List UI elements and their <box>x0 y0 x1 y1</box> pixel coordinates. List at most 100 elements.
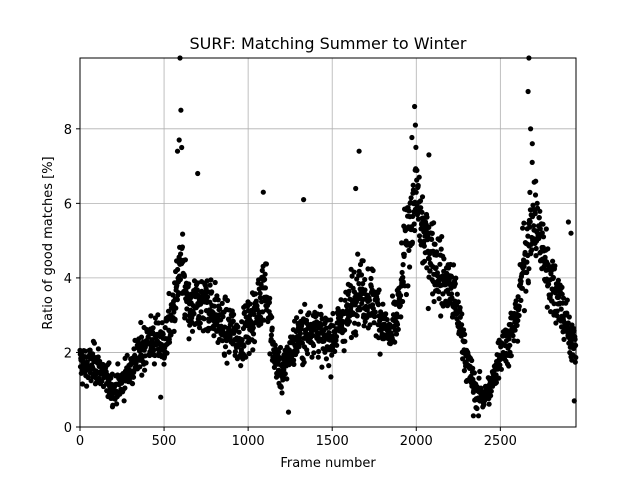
data-point <box>415 182 421 189</box>
data-point <box>262 271 268 277</box>
data-point <box>267 295 273 301</box>
data-point <box>515 338 521 344</box>
data-point <box>168 332 174 338</box>
outlier-point <box>176 137 182 143</box>
data-point <box>251 339 258 345</box>
data-point <box>84 383 90 389</box>
data-point <box>544 304 550 310</box>
data-point <box>121 398 127 404</box>
data-point <box>82 348 88 354</box>
data-point <box>516 312 522 319</box>
data-point <box>375 302 381 308</box>
data-point <box>366 297 373 303</box>
data-point <box>515 317 521 324</box>
data-point <box>496 375 502 381</box>
data-point <box>162 325 168 331</box>
data-point <box>552 263 558 269</box>
data-point <box>376 287 382 293</box>
data-point <box>437 261 443 267</box>
data-point <box>399 240 405 246</box>
data-point <box>155 312 161 318</box>
data-point <box>461 368 467 374</box>
outlier-point <box>356 148 362 154</box>
data-point <box>406 208 412 214</box>
data-point <box>252 291 259 297</box>
y-tick-label: 6 <box>64 197 72 212</box>
x-tick-label: 2500 <box>484 434 517 449</box>
outlier-point <box>195 170 201 177</box>
data-point <box>469 357 475 364</box>
data-point <box>533 245 539 252</box>
data-point <box>329 352 335 358</box>
data-point <box>315 354 321 360</box>
data-point <box>481 402 487 408</box>
data-point <box>400 279 406 285</box>
data-point <box>529 159 535 165</box>
x-tick-label: 1000 <box>232 434 265 449</box>
outlier-point <box>158 394 164 400</box>
data-point <box>84 359 90 365</box>
data-point <box>377 351 383 357</box>
data-point <box>372 314 378 320</box>
data-point <box>424 265 430 271</box>
data-point <box>194 280 201 286</box>
data-point <box>407 264 413 270</box>
data-point <box>272 342 278 348</box>
data-point <box>294 349 300 355</box>
y-tick-label: 0 <box>64 421 72 436</box>
data-point <box>160 331 166 337</box>
data-point <box>532 192 539 198</box>
data-point <box>455 299 461 305</box>
data-point <box>395 326 401 332</box>
data-point <box>403 291 409 298</box>
data-point <box>219 338 226 344</box>
data-point <box>182 257 188 263</box>
outlier-point <box>475 413 482 419</box>
data-point <box>527 224 533 230</box>
data-point <box>443 298 449 304</box>
outlier-point <box>528 126 534 132</box>
outlier-point <box>174 148 181 154</box>
data-point <box>257 290 263 296</box>
data-point <box>488 393 494 399</box>
data-point <box>488 388 494 394</box>
data-point <box>333 334 340 340</box>
data-point <box>260 309 266 315</box>
outlier-point <box>178 107 184 113</box>
data-point <box>269 325 275 331</box>
data-point <box>438 313 444 319</box>
data-point <box>304 351 311 357</box>
data-point <box>521 263 527 269</box>
data-point <box>507 342 513 348</box>
data-point <box>438 246 444 252</box>
data-point <box>493 379 499 386</box>
data-point <box>333 337 339 344</box>
outlier-point <box>285 409 292 415</box>
data-point <box>261 317 267 323</box>
data-point <box>266 299 272 306</box>
data-point <box>114 401 120 407</box>
data-point <box>486 401 492 407</box>
data-point <box>572 336 578 342</box>
data-point <box>351 269 357 275</box>
data-point <box>478 385 484 391</box>
data-point <box>309 354 315 360</box>
data-point <box>79 381 86 387</box>
data-point <box>231 311 237 318</box>
data-point <box>523 288 529 294</box>
data-point <box>186 336 192 342</box>
data-point <box>534 200 540 206</box>
data-point <box>434 249 440 255</box>
data-point <box>448 291 455 297</box>
data-point <box>122 385 128 391</box>
data-point <box>346 288 352 294</box>
data-point <box>310 332 316 339</box>
data-point <box>179 244 185 250</box>
data-point <box>421 243 427 249</box>
data-point <box>558 306 564 312</box>
data-point <box>243 354 249 360</box>
data-point <box>124 352 130 358</box>
data-point <box>405 283 411 289</box>
data-point <box>553 320 559 326</box>
